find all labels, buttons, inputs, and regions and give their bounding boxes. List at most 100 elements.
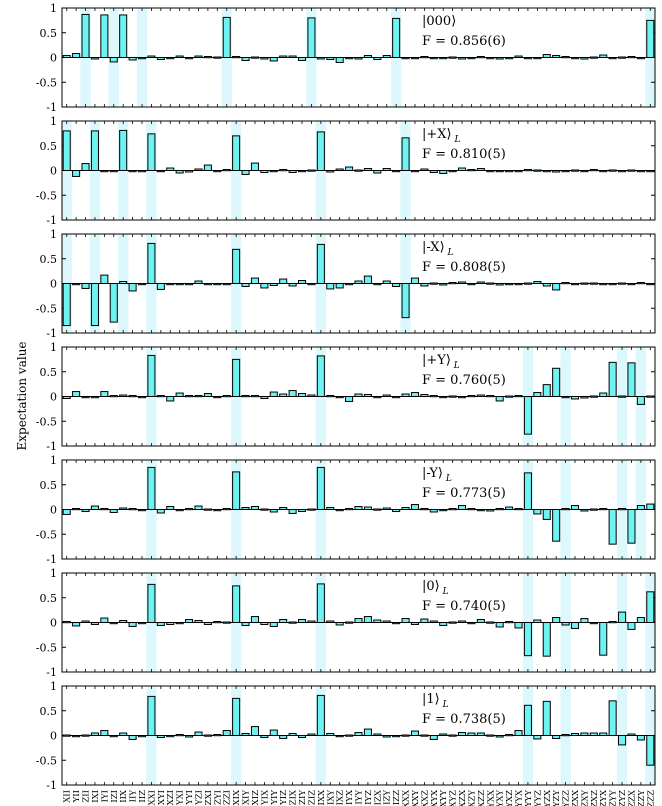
state-subscript: L (443, 474, 452, 484)
bar-XIX (232, 56, 241, 59)
bar-XZI (166, 283, 175, 286)
bar-ZXZ (589, 395, 598, 398)
bar-XXI (147, 583, 156, 624)
bar-XII (62, 283, 71, 327)
state-subscript: L (451, 361, 460, 371)
bar-IYI (100, 617, 109, 623)
bar-ZYZ (618, 170, 627, 173)
x-tick-label-YXZ: YXZ (505, 790, 515, 806)
bar-YXI (175, 734, 184, 737)
bar-IXI (90, 732, 99, 737)
bar-IXX (316, 583, 325, 624)
panel-2: 1 0.5 0 -0.5 -1 |+X⟩ L F = 0.810(5) (36, 115, 656, 227)
bar-IXZ (335, 57, 344, 63)
bar-XYI (156, 170, 165, 173)
panel-7: 1 0.5 0 -0.5 -1 |1⟩ L F = 0.738(5) (36, 680, 656, 792)
bar-IZZ (392, 396, 401, 399)
bar-XII (62, 130, 71, 171)
bar-XYX (429, 282, 438, 285)
bar-XIX (232, 697, 241, 736)
x-tick-label-ZZX: ZZX (627, 789, 637, 806)
bar-XIY (241, 507, 250, 510)
bar-XYY (439, 170, 448, 174)
bar-XYY (439, 396, 448, 399)
bar-YIZ (279, 169, 288, 172)
bar-IYZ (363, 394, 372, 397)
bar-IYZ (363, 275, 372, 285)
bar-ZII (81, 620, 90, 624)
bar-YXY (495, 283, 504, 286)
x-tick-label-XZI: XZI (166, 790, 176, 805)
bar-YIZ (279, 393, 288, 397)
bar-XXZ (420, 283, 429, 287)
x-tick-label-IYZ: IYZ (364, 790, 374, 805)
bar-XII (62, 734, 71, 737)
bar-XYY (439, 733, 448, 737)
bar-XXX (401, 137, 410, 171)
bar-XIY (241, 170, 250, 175)
bar-YYI (185, 283, 194, 286)
y-tick-label: 0 (50, 730, 57, 743)
bar-ZIZ (307, 620, 316, 624)
bar-XXI (147, 242, 156, 284)
bar-IZZ (392, 170, 401, 173)
y-tick-label: -0.5 (36, 528, 57, 541)
bar-YXI (175, 170, 184, 174)
bar-YZZ (561, 396, 570, 399)
bar-YYX (514, 622, 523, 629)
bar-YYI (185, 170, 194, 173)
bar-ZYZ (618, 611, 627, 623)
bar-XZI (166, 396, 175, 402)
bar-ZZY (636, 170, 645, 173)
bar-YII (72, 508, 81, 511)
bar-XZY (467, 508, 476, 511)
bar-ZIX (288, 55, 297, 58)
bar-IIZ (137, 622, 147, 625)
bar-ZXI (203, 393, 212, 397)
bar-IIY (128, 622, 137, 627)
y-tick-label: 0.5 (40, 592, 58, 605)
y-tick-label: 0.5 (40, 140, 58, 153)
bar-ZXY (580, 396, 589, 399)
x-tick-label-YZY: YZY (552, 790, 562, 806)
bar-ZYI (213, 734, 222, 737)
bar-ZYI (213, 283, 222, 286)
bar-ZII (81, 734, 90, 737)
bar-IZI (109, 622, 118, 625)
bar-ZIY (297, 509, 307, 512)
bar-ZYZ (618, 735, 627, 746)
bar-YXX (486, 282, 495, 285)
x-tick-label-YYX: YYX (515, 789, 525, 806)
bar-XZY (467, 622, 476, 625)
x-tick-label-YYZ: YYZ (533, 790, 543, 806)
bar-XYZ (448, 621, 457, 624)
bar-IIY (128, 283, 137, 292)
bar-ZIY (297, 393, 307, 397)
bar-XZX (458, 281, 467, 285)
bar-IXX (316, 57, 325, 60)
bar-IIX (119, 14, 128, 58)
bar-ZIZ (307, 169, 316, 172)
bar-XXI (147, 354, 156, 398)
bar-ZYZ (618, 508, 627, 511)
y-tick-label: 0.5 (40, 479, 58, 492)
bar-ZZI (222, 16, 231, 59)
bar-ZXZ (589, 56, 598, 59)
bar-IXZ (335, 396, 344, 399)
bar-ZII (81, 283, 90, 289)
bar-XXI (147, 466, 156, 510)
y-tick-label: 0 (50, 391, 57, 404)
y-tick-label: 0 (50, 504, 57, 517)
bar-YXI (175, 392, 184, 398)
bar-IYX (345, 166, 354, 172)
bar-XYX (429, 735, 438, 740)
bar-XXI (147, 695, 156, 737)
bar-ZYX (599, 392, 608, 398)
y-tick-label: 1 (50, 115, 57, 128)
fidelity-label: F = 0.740(5) (422, 599, 506, 614)
bar-ZIZ (307, 508, 316, 511)
bar-YIX (260, 508, 269, 511)
bar-YZI (194, 505, 203, 511)
x-tick-label-ZYZ: ZYZ (618, 790, 628, 806)
